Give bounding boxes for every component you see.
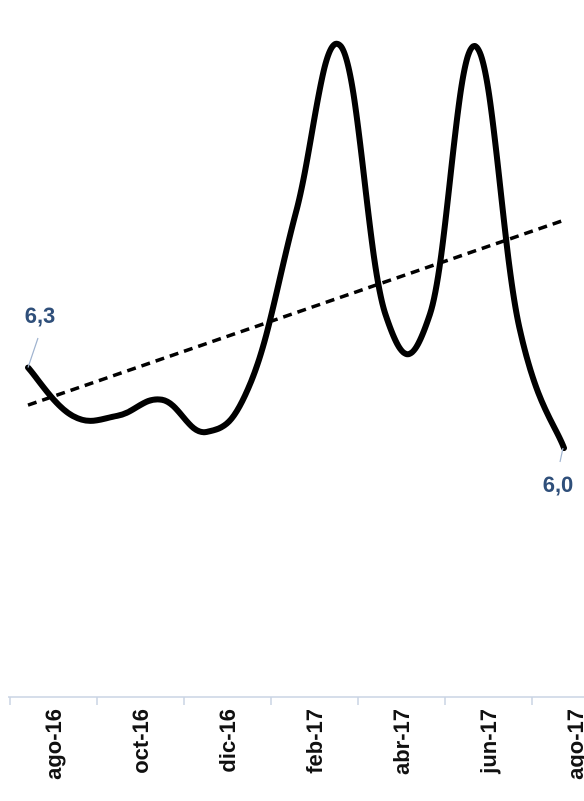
x-tick-label: jun-17 (476, 709, 501, 775)
data-label-leader (27, 337, 39, 368)
x-tick-label: ago-17 (563, 709, 584, 780)
data-label-layer: 6,3 6,0 (25, 303, 574, 497)
series-layer (25, 40, 567, 451)
x-axis (8, 696, 584, 705)
data-label-leader (559, 447, 564, 463)
x-tick-label: oct-16 (128, 709, 153, 774)
x-tick-label: abr-17 (389, 709, 414, 775)
x-tick-label: ago-16 (41, 709, 66, 780)
trendline (27, 218, 565, 407)
x-tick-label: dic-16 (215, 709, 240, 773)
data-label: 6,3 (25, 303, 56, 328)
data-label: 6,0 (543, 472, 574, 497)
trendline-layer (27, 218, 565, 407)
x-tick-label: feb-17 (302, 709, 327, 774)
series-line (25, 40, 567, 451)
tick-label-layer: ago-16 oct-16 dic-16 feb-17 abr-17 jun-17 ago-… (41, 709, 584, 780)
